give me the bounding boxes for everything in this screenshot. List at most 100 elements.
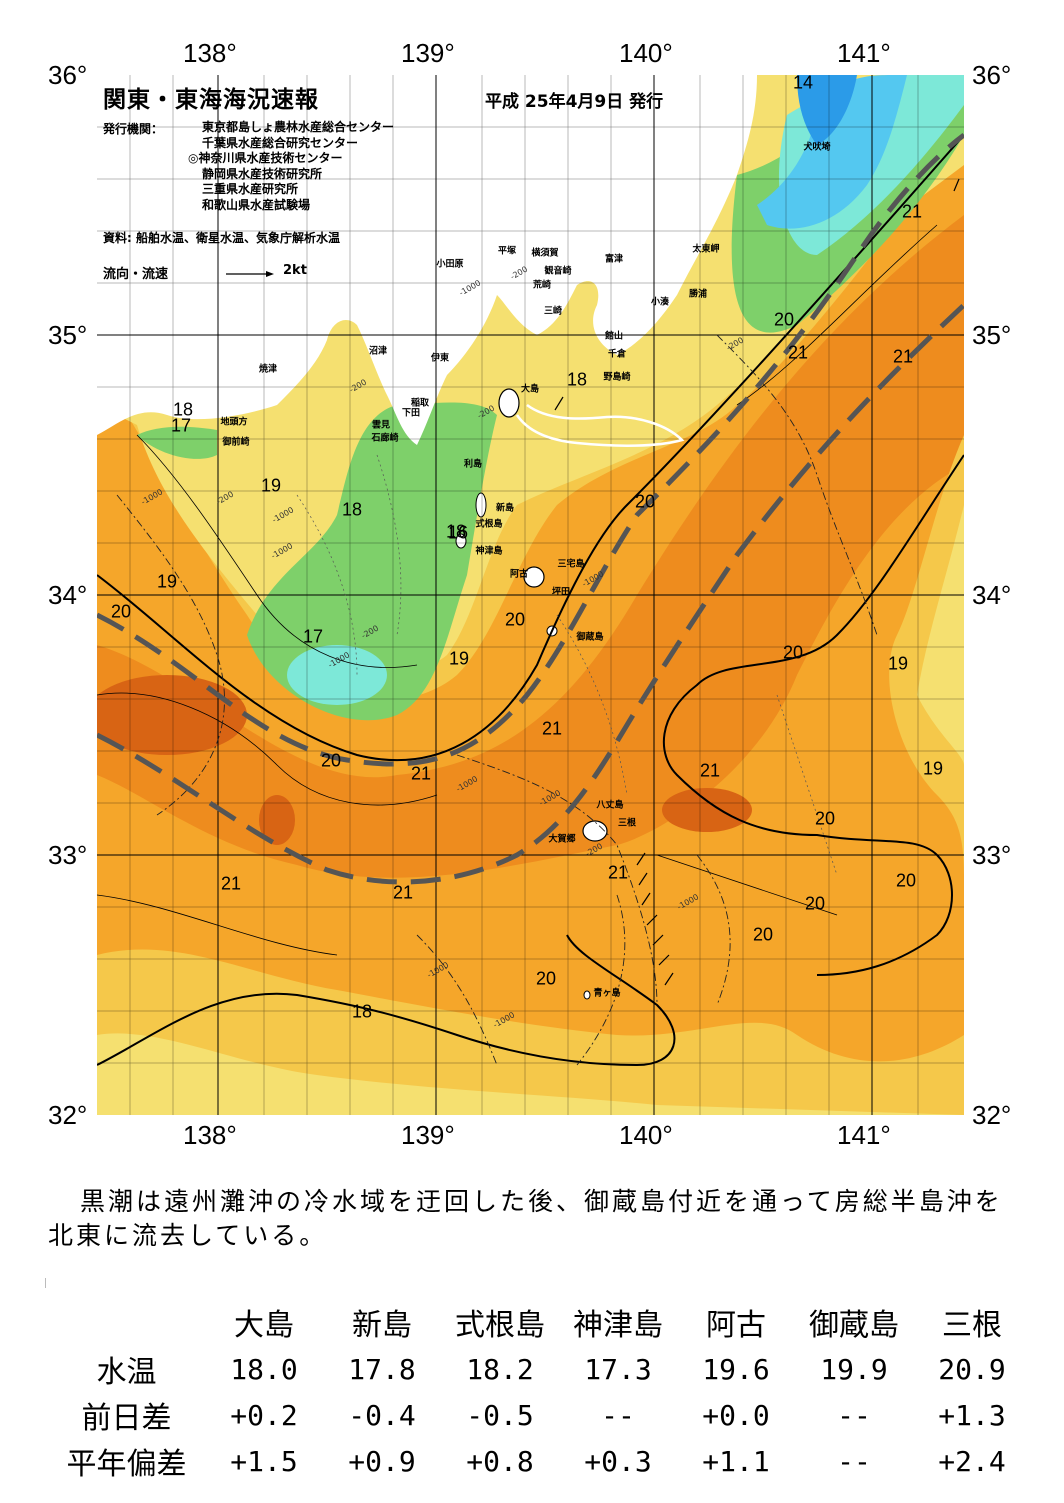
zone-22-west xyxy=(97,675,247,755)
isotherm-minor xyxy=(97,224,938,956)
flow-legend-label: 流向・流速 xyxy=(103,267,169,282)
isotherm-label: 21 xyxy=(220,873,242,894)
lat-label-32-right: 32° xyxy=(972,1100,1012,1130)
place-label: 八丈島 xyxy=(596,800,624,811)
isotherm-label: 18 xyxy=(341,499,363,520)
table-cell: -- xyxy=(601,1398,635,1432)
isotherm-label: 20 xyxy=(752,924,774,945)
publisher-item: 和歌山県水産試験場 xyxy=(202,197,311,212)
lon-label-141-top: 141° xyxy=(837,38,891,68)
publisher-item: 静岡県水産技術研究所 xyxy=(202,166,323,181)
isotherm-label: 18 xyxy=(351,1001,373,1022)
place-label: 野島崎 xyxy=(603,372,631,383)
isotherm-label: 21 xyxy=(410,763,432,784)
place-label: 観音崎 xyxy=(544,266,572,277)
zone-21-band xyxy=(97,215,964,878)
publisher-item: 三重県水産研究所 xyxy=(202,182,299,197)
zone-18-suruga xyxy=(247,402,497,721)
isotherm-label: 20 xyxy=(320,750,342,771)
place-label: 地頭方 xyxy=(220,417,248,428)
island-kozushima xyxy=(455,533,467,549)
isotherm-label: 19 xyxy=(887,653,909,674)
table-cell: 18.2 xyxy=(466,1352,534,1386)
place-label: 犬吠埼 xyxy=(803,142,831,153)
table-cell: -- xyxy=(837,1444,871,1478)
place-label: 三宅島 xyxy=(557,559,585,570)
row-header: 水温 xyxy=(96,1355,157,1390)
place-label: 大賀郷 xyxy=(548,834,576,845)
divider-mark xyxy=(45,1278,46,1288)
isotherm-label: 16 xyxy=(447,522,469,543)
table-cell: +0.8 xyxy=(466,1444,534,1478)
kuroshio-axis xyxy=(97,132,964,885)
place-label: 阿古 xyxy=(509,569,529,580)
table-cell: 19.9 xyxy=(820,1352,888,1386)
isotherm-label: 21 xyxy=(392,882,414,903)
isotherm-label: 19 xyxy=(448,648,470,669)
isotherm-label: 19 xyxy=(260,475,282,496)
table-cell: +1.3 xyxy=(938,1398,1006,1432)
column-header: 大島 xyxy=(234,1308,294,1343)
lat-label-36-left: 36° xyxy=(48,60,88,90)
table-cell: +1.1 xyxy=(702,1444,770,1478)
table-header-row: 大島 新島 式根島 神津島 阿古 御蔵島 三根 xyxy=(48,1298,1031,1346)
lon-label-141-bottom: 141° xyxy=(837,1120,891,1150)
lat-label-33-left: 33° xyxy=(48,840,88,870)
place-label: 三崎 xyxy=(543,306,563,317)
place-label: 平塚 xyxy=(497,246,517,257)
zone-18-omaezaki xyxy=(137,426,217,459)
table-row: 前日差 +0.2 -0.4 -0.5 -- +0.0 -- +1.3 xyxy=(48,1392,1031,1438)
place-label: 焼津 xyxy=(258,364,278,375)
table-cell: -0.5 xyxy=(466,1398,534,1432)
column-header: 三根 xyxy=(942,1308,1002,1343)
table-cell: 18.0 xyxy=(230,1352,298,1386)
lat-label-36-right: 36° xyxy=(972,60,1012,90)
isotherm-label: 20 xyxy=(110,601,132,622)
observation-table: 大島 新島 式根島 神津島 阿古 御蔵島 三根 水温 18.0 17.8 18.… xyxy=(48,1298,1031,1484)
place-label: 沼津 xyxy=(368,346,388,357)
isotherm-label: 20 xyxy=(895,870,917,891)
table-cell: +0.2 xyxy=(230,1398,298,1432)
isotherm-label: 20 xyxy=(804,893,826,914)
isotherm-label: 17 xyxy=(170,415,192,436)
isotherm-label: 18 xyxy=(172,399,194,420)
publisher-item: 東京都島しょ農林水産総合センター xyxy=(202,120,395,134)
dotted-contours xyxy=(296,454,838,876)
lat-label-32-left: 32° xyxy=(48,1100,88,1130)
zone-19-east xyxy=(917,505,964,765)
island-niijima xyxy=(475,492,487,518)
isotherm-label: 18 xyxy=(566,369,588,390)
row-header: 前日差 xyxy=(81,1401,172,1436)
lat-label-34-left: 34° xyxy=(48,580,88,610)
isotherm-label: 18 xyxy=(445,521,467,542)
isotherm-label: 21 xyxy=(892,346,914,367)
table-row: 平年偏差 +1.5 +0.9 +0.8 +0.3 +1.1 -- +2.4 xyxy=(48,1438,1031,1484)
publisher-list: 東京都島しょ農林水産総合センター 千葉県水産総合研究センター ◎神奈川県水産技術… xyxy=(188,120,395,214)
isotherm-label: 21 xyxy=(699,760,721,781)
table-cell: 20.9 xyxy=(938,1352,1006,1386)
lon-label-139-top: 139° xyxy=(401,38,455,68)
isotherm-label: 20 xyxy=(814,808,836,829)
place-label: 坪田 xyxy=(551,587,571,598)
table-cell: +0.0 xyxy=(702,1398,770,1432)
place-label: 小田原 xyxy=(436,259,464,270)
zone-16 xyxy=(757,75,907,229)
zone-22-mid xyxy=(259,795,295,845)
place-label: 石廊崎 xyxy=(371,433,399,444)
place-label: 新島 xyxy=(495,503,515,514)
place-label: 館山 xyxy=(604,331,624,342)
place-label: 勝浦 xyxy=(688,289,708,300)
issue-date: 平成 25年4月9日 発行 xyxy=(485,92,664,112)
lon-label-138-top: 138° xyxy=(183,38,237,68)
place-label: 富津 xyxy=(604,254,624,265)
island-oshima xyxy=(498,388,520,418)
survey-track xyxy=(515,403,685,447)
lon-label-138-bottom: 138° xyxy=(183,1120,237,1150)
sea-temperature-map xyxy=(97,75,964,1115)
isotherm-label: 20 xyxy=(782,642,804,663)
place-label: 稲取 xyxy=(410,398,430,409)
place-label: 太東岬 xyxy=(692,244,720,255)
publisher-label: 発行機関： xyxy=(103,122,164,136)
lat-label-34-right: 34° xyxy=(972,580,1012,610)
data-source: 資料: 船舶水温、衛星水温、気象庁解析水温 xyxy=(103,231,340,245)
